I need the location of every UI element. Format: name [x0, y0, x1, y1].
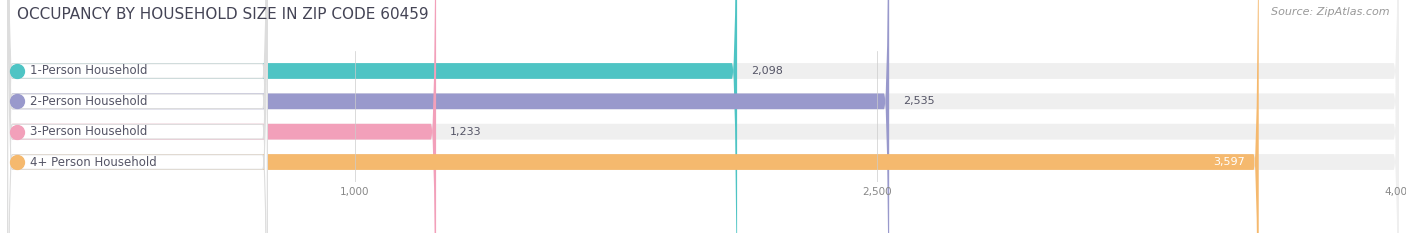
FancyBboxPatch shape — [7, 0, 1399, 233]
Text: 1,233: 1,233 — [450, 127, 482, 137]
FancyBboxPatch shape — [7, 0, 1399, 233]
FancyBboxPatch shape — [7, 0, 267, 233]
Text: 2-Person Household: 2-Person Household — [30, 95, 148, 108]
Text: 1-Person Household: 1-Person Household — [30, 65, 148, 78]
FancyBboxPatch shape — [7, 0, 1399, 233]
Text: 4+ Person Household: 4+ Person Household — [30, 155, 156, 168]
Text: Source: ZipAtlas.com: Source: ZipAtlas.com — [1271, 7, 1389, 17]
FancyBboxPatch shape — [7, 0, 267, 233]
Text: 2,535: 2,535 — [903, 96, 935, 106]
Text: OCCUPANCY BY HOUSEHOLD SIZE IN ZIP CODE 60459: OCCUPANCY BY HOUSEHOLD SIZE IN ZIP CODE … — [17, 7, 429, 22]
Text: 3,597: 3,597 — [1213, 157, 1244, 167]
FancyBboxPatch shape — [7, 0, 737, 233]
FancyBboxPatch shape — [7, 0, 889, 233]
Text: 2,098: 2,098 — [751, 66, 783, 76]
FancyBboxPatch shape — [7, 0, 267, 233]
FancyBboxPatch shape — [7, 0, 267, 233]
FancyBboxPatch shape — [7, 0, 1258, 233]
Text: 3-Person Household: 3-Person Household — [30, 125, 148, 138]
FancyBboxPatch shape — [7, 0, 1399, 233]
FancyBboxPatch shape — [7, 0, 436, 233]
